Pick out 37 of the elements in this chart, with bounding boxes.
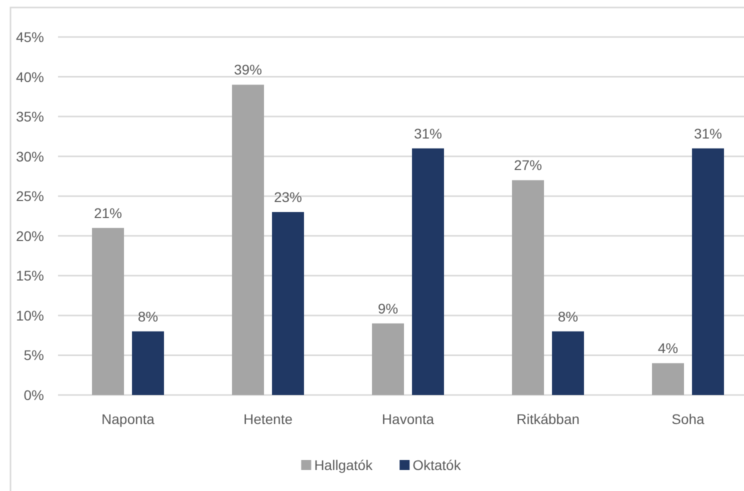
y-tick-label: 40% xyxy=(16,68,44,85)
data-label: 21% xyxy=(94,204,122,221)
legend-label: Oktatók xyxy=(412,457,462,473)
data-label: 9% xyxy=(378,300,398,316)
data-label: 27% xyxy=(514,157,542,174)
x-tick-label: Ritkábban xyxy=(516,411,580,427)
x-tick-label: Hetente xyxy=(243,411,293,427)
x-tick-label: Soha xyxy=(672,411,705,427)
y-tick-label: 20% xyxy=(16,228,44,244)
y-tick-label: 25% xyxy=(16,188,44,204)
bar xyxy=(552,331,584,395)
y-tick-label: 0% xyxy=(24,387,44,403)
bar xyxy=(92,228,124,395)
data-label: 31% xyxy=(694,125,722,142)
legend-label: Hallgatók xyxy=(314,457,374,473)
x-tick-label: Havonta xyxy=(382,411,434,427)
bar xyxy=(652,363,684,395)
y-tick-label: 15% xyxy=(16,268,44,284)
data-label: 39% xyxy=(234,62,262,78)
y-tick-label: 30% xyxy=(16,148,44,164)
bar xyxy=(372,323,404,395)
data-label: 31% xyxy=(414,125,442,142)
bar xyxy=(412,148,444,395)
bar xyxy=(692,148,724,395)
bar xyxy=(272,212,304,395)
data-label: 8% xyxy=(558,308,578,324)
x-tick-label: Naponta xyxy=(102,411,155,427)
data-label: 23% xyxy=(274,189,302,206)
bar xyxy=(232,84,264,395)
y-tick-label: 45% xyxy=(16,29,44,45)
y-tick-label: 10% xyxy=(16,307,44,324)
data-label: 4% xyxy=(658,340,678,356)
data-label: 8% xyxy=(138,308,158,324)
bar xyxy=(512,180,544,395)
y-tick-label: 5% xyxy=(24,347,44,364)
bar xyxy=(132,331,164,395)
y-tick-label: 35% xyxy=(16,108,44,125)
